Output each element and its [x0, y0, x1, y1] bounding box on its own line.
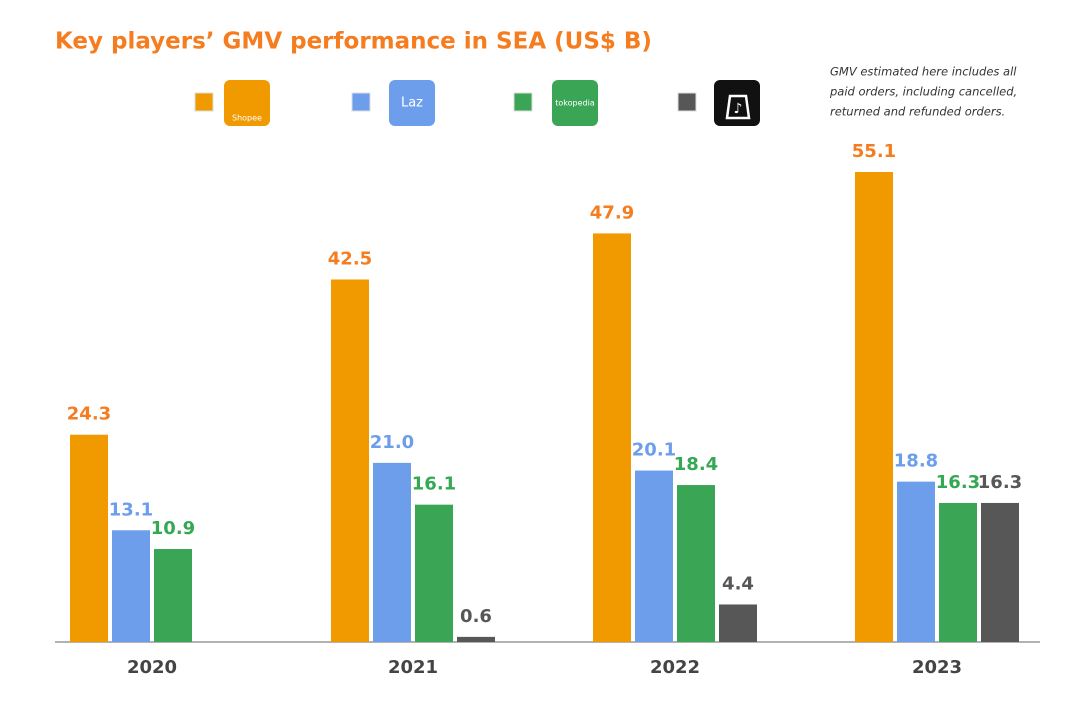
note: paid orders, including cancelled, — [829, 85, 1017, 99]
bar — [373, 462, 411, 642]
data-label: 18.4 — [674, 454, 718, 475]
data-label: 42.5 — [328, 248, 372, 269]
bar — [635, 470, 673, 642]
x-tick-label: 2020 — [127, 657, 177, 678]
data-label: 20.1 — [632, 440, 676, 461]
legend-label: tokopedia — [555, 99, 595, 108]
data-label: 16.1 — [412, 474, 456, 495]
bar — [981, 502, 1019, 642]
bar — [457, 636, 495, 642]
data-label: 13.1 — [109, 499, 153, 520]
legend-label: Shopee — [232, 114, 262, 123]
legend-logo — [552, 80, 598, 126]
x-tick-label: 2023 — [912, 657, 962, 678]
legend-logo — [224, 80, 270, 126]
data-label: 4.4 — [722, 573, 754, 594]
data-label: 21.0 — [370, 432, 414, 453]
bar — [331, 279, 369, 642]
x-tick-label: 2022 — [650, 657, 700, 678]
bar — [939, 502, 977, 642]
bar — [677, 485, 715, 642]
data-label: 0.6 — [460, 606, 492, 627]
bar — [415, 504, 453, 642]
legend-swatch — [351, 92, 371, 112]
chart-title: Key players’ GMV performance in SEA (US$… — [55, 29, 652, 55]
note: GMV estimated here includes all — [830, 65, 1017, 79]
data-label: 10.9 — [151, 518, 195, 539]
data-label: 24.3 — [67, 404, 111, 425]
legend-swatch — [513, 92, 533, 112]
bar — [719, 604, 757, 642]
x-tick-label: 2021 — [388, 657, 438, 678]
svg-text:♪: ♪ — [734, 101, 743, 117]
legend-label: Laz — [401, 96, 423, 111]
data-label: 16.3 — [978, 472, 1022, 493]
legend-swatch — [677, 92, 697, 112]
data-label: 18.8 — [894, 451, 938, 472]
bar — [593, 233, 631, 642]
data-label: 47.9 — [590, 202, 634, 223]
bar — [897, 481, 935, 642]
data-label: 55.1 — [852, 141, 896, 162]
bar — [855, 171, 893, 642]
bar — [154, 549, 192, 642]
tiktok-logo: ♪ — [714, 80, 760, 126]
legend-logo — [389, 80, 435, 126]
note: returned and refunded orders. — [830, 105, 1005, 119]
bar — [112, 530, 150, 642]
data-label: 16.3 — [936, 472, 980, 493]
bar — [70, 434, 108, 642]
legend-swatch — [194, 92, 214, 112]
